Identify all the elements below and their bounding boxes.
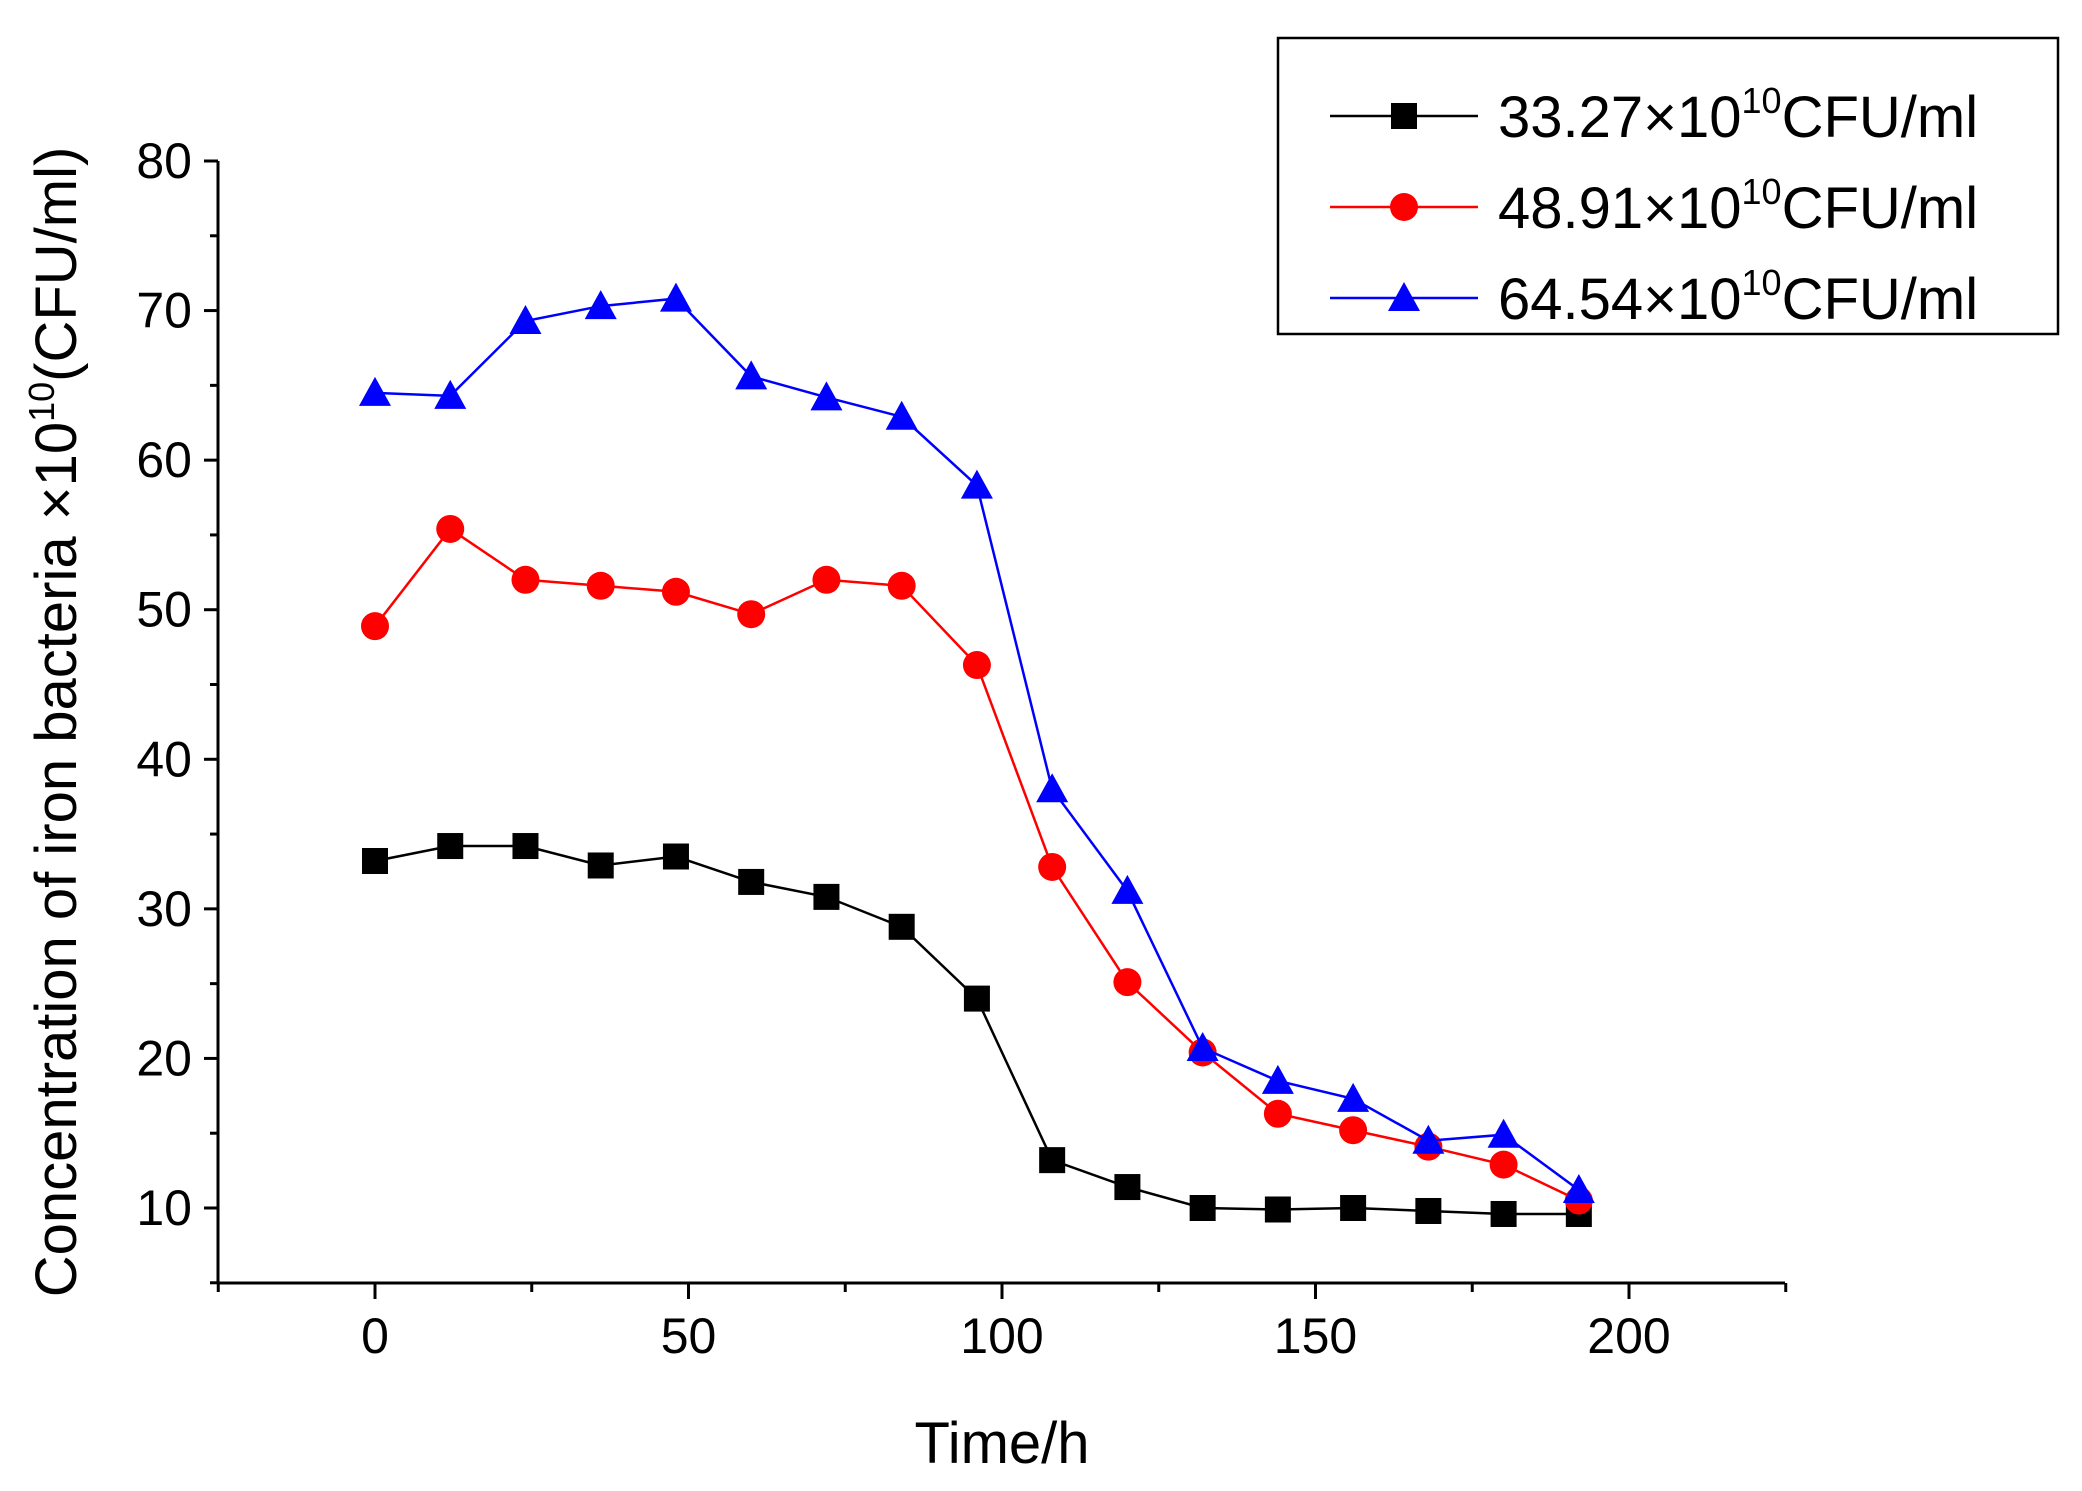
y-tick-label: 60 [136,432,192,488]
data-point [661,577,690,606]
series-3 [359,282,1595,1204]
data-point [362,847,388,874]
x-ticks [216,1283,1788,1299]
series-line [374,527,1580,1202]
data-point [1186,1031,1219,1061]
y-axis-title-suffix: (CFU/ml) [24,147,89,382]
data-point [812,565,841,594]
legend-label-base: 64.54×10 [1498,267,1742,332]
legend-item-1: 33.27×1010CFU/ml [1330,80,1978,150]
data-point [885,400,918,430]
x-tick-label: 50 [661,1308,717,1364]
data-point [361,612,389,641]
data-point [1111,874,1144,904]
data-point [584,290,617,320]
data-point [1113,968,1142,997]
series-line [374,844,1579,1216]
data-point [509,305,542,335]
data-point [1036,773,1069,803]
data-point [1415,1197,1442,1224]
data-point [512,833,539,860]
data-point [738,868,765,895]
y-tick-label: 50 [136,582,192,638]
x-tick-label: 0 [361,1308,389,1364]
data-point [1189,1195,1216,1221]
data-point [735,360,768,390]
legend-label-base: 48.91×10 [1498,176,1742,241]
legend-label-unit: CFU/ml [1782,267,1979,332]
data-point [962,651,991,680]
legend-label: 33.27×1010CFU/ml [1498,80,1978,150]
data-point [1339,1116,1368,1145]
legend-box [1276,36,2060,336]
data-point [437,833,464,860]
series-1 [362,833,1592,1227]
data-point [1264,1196,1291,1223]
legend: 33.27×1010CFU/ml48.91×1010CFU/ml64.54×10… [1330,80,1978,332]
legend-label-sup: 10 [1742,262,1782,303]
data-point [960,469,993,499]
data-point [737,600,766,629]
legend-label-base: 33.27×10 [1498,85,1742,150]
data-point [1490,1200,1517,1227]
legend-label-sup: 10 [1742,171,1782,212]
data-point [1487,1118,1520,1148]
y-axis-title: Concentration of iron bacteria ×1010(CFU… [21,147,89,1298]
legend-label: 48.91×1010CFU/ml [1498,171,1978,241]
data-point [1340,1195,1367,1221]
x-axis-title: Time/h [914,1411,1089,1476]
data-point [359,376,391,406]
x-tick-labels: 0 50 100 150 200 [361,1308,1671,1364]
y-tick-label: 10 [136,1180,192,1236]
legend-item-3: 64.54×1010CFU/ml [1330,262,1978,332]
data-point [1114,1174,1141,1201]
data-point [813,883,840,910]
y-tick-label: 70 [136,283,192,339]
data-point [662,843,689,870]
y-tick-label: 30 [136,881,192,937]
data-point [586,571,615,600]
data-point [1412,1124,1445,1154]
data-point [1562,1174,1595,1204]
y-axis-title-sup: 10 [21,382,62,422]
y-tick-label: 40 [136,731,192,787]
y-ticks [204,159,218,1285]
y-tick-labels: 10 20 30 40 50 60 70 80 [136,133,192,1236]
legend-marker [1390,193,1418,221]
data-point [1263,1099,1292,1128]
legend-label-sup: 10 [1742,80,1782,121]
y-tick-label: 80 [136,133,192,189]
series-layer [359,282,1595,1227]
data-point [1039,1147,1066,1174]
data-point [1261,1064,1294,1094]
data-point [1337,1082,1370,1112]
data-point [810,381,843,411]
legend-item-2: 48.91×1010CFU/ml [1330,171,1978,241]
series-line [374,297,1580,1192]
legend-label-unit: CFU/ml [1782,85,1979,150]
x-tick-label: 100 [960,1308,1043,1364]
data-point [587,852,614,879]
data-point [1489,1150,1518,1179]
x-tick-label: 150 [1274,1308,1357,1364]
data-point [888,913,915,940]
series-2 [361,514,1593,1215]
data-point [436,514,465,543]
legend-label: 64.54×1010CFU/ml [1498,262,1978,332]
legend-label-unit: CFU/ml [1782,176,1979,241]
y-tick-label: 20 [136,1030,192,1086]
legend-marker [1388,282,1420,311]
data-point [511,565,540,594]
data-point [887,571,916,600]
data-point [434,379,467,409]
y-axis-title-prefix: Concentration of iron bacteria ×10 [24,422,89,1297]
data-point [963,985,990,1012]
data-point [659,282,692,312]
x-tick-label: 200 [1587,1308,1670,1364]
data-point [1038,852,1067,881]
legend-marker [1391,103,1417,129]
